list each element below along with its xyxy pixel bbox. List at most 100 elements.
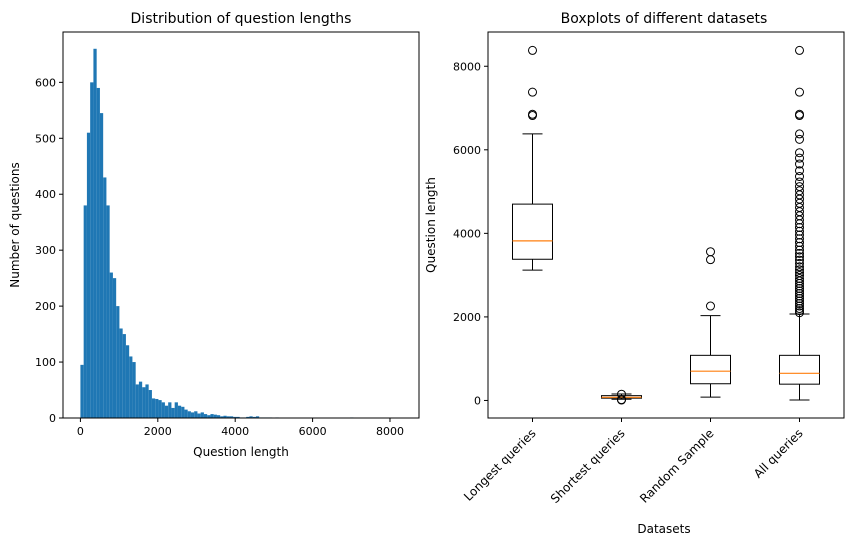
box-iqr: [512, 203, 553, 260]
boxplot-frame: [487, 31, 845, 419]
histogram-bar: [161, 402, 165, 418]
boxplot-x-tick-label: Longest queries: [461, 426, 539, 504]
box-outlier: [795, 265, 804, 275]
histogram-bar: [103, 177, 107, 418]
box-outlier: [795, 148, 804, 158]
histogram-bar: [145, 384, 149, 418]
histogram-bar: [220, 416, 224, 418]
box-outlier: [795, 306, 804, 316]
box-outlier: [795, 129, 804, 139]
histogram-bar: [83, 205, 87, 418]
box-outlier: [795, 271, 804, 281]
box-iqr: [690, 354, 731, 385]
box-outlier: [617, 395, 626, 405]
histogram-x-ticks: 0 2000 4000 6000 8000: [77, 418, 404, 438]
histogram-bar: [125, 345, 130, 418]
histogram-bar: [190, 412, 195, 418]
box-outlier: [795, 273, 804, 283]
histogram-bar: [116, 306, 120, 418]
box-outlier: [528, 87, 537, 97]
histogram-x-tick-label: 6000: [299, 425, 327, 438]
histogram-y-tick-label: 600: [35, 76, 56, 89]
box-outlier: [528, 109, 537, 119]
boxplot-y-tick-label: 6000: [453, 144, 481, 157]
histogram-panel: Distribution of question lengths 0 2000 40…: [8, 11, 420, 459]
box-outlier: [706, 255, 715, 265]
boxplot-x-tick-label: Random Sample: [637, 426, 717, 506]
histogram-y-label: Number of questions: [8, 162, 22, 288]
histogram-bar: [86, 132, 91, 418]
box-outlier: [795, 182, 804, 192]
boxplot-title: Boxplots of different datasets: [561, 11, 768, 27]
histogram-bar: [203, 414, 208, 418]
histogram-bar: [187, 411, 191, 418]
histogram-bar: [174, 402, 178, 418]
histogram-bar: [249, 416, 253, 418]
histogram-bar: [155, 398, 159, 418]
histogram-bar: [207, 415, 211, 418]
histogram-y-ticks: 0 100 200 300 400 500 600: [35, 76, 63, 425]
histogram-bar: [106, 205, 110, 418]
box-outlier: [706, 301, 715, 311]
histogram-bar: [229, 416, 234, 418]
histogram-x-tick-label: 2000: [144, 425, 172, 438]
histogram-bar: [148, 390, 152, 418]
boxplot-y-tick-label: 8000: [453, 60, 481, 73]
box-outlier: [706, 247, 715, 257]
histogram-bar: [210, 414, 214, 418]
histogram-y-tick-label: 400: [35, 188, 56, 201]
boxplot-x-tick-label: All queries: [751, 426, 806, 481]
histogram-bar: [138, 381, 143, 418]
box-outlier: [795, 262, 804, 272]
histogram-bar: [194, 411, 198, 418]
histogram-y-tick-label: 300: [35, 244, 56, 257]
histogram-bar: [177, 405, 182, 418]
box-outlier: [795, 258, 804, 268]
histogram-bar: [213, 414, 217, 418]
histogram-bar: [233, 416, 237, 418]
box-outlier: [795, 268, 804, 278]
box-outlier: [528, 45, 537, 55]
box-outlier: [795, 153, 804, 163]
histogram-bar: [226, 416, 230, 418]
histogram-bar: [223, 415, 227, 418]
histogram-bar: [132, 362, 136, 418]
box-outlier: [617, 389, 626, 399]
box-outlier: [795, 252, 804, 262]
boxplot-y-tick-label: 4000: [453, 227, 481, 240]
box-outlier: [795, 248, 804, 258]
histogram-bar: [93, 48, 97, 419]
histogram-x-tick-label: 8000: [376, 425, 404, 438]
boxplot-x-label: Datasets: [637, 522, 690, 536]
histogram-bar: [158, 400, 162, 418]
box-outlier: [795, 255, 804, 265]
histogram-bar: [168, 402, 172, 418]
boxplot-elements: [512, 45, 820, 405]
histogram-bar: [112, 278, 117, 418]
histogram-bar: [216, 415, 221, 418]
histogram-x-tick-label: 4000: [221, 425, 249, 438]
boxplot-y-tick-label: 2000: [453, 311, 481, 324]
boxplot-panel: Boxplots of different datasets Longest q…: [424, 11, 845, 536]
box-outlier: [795, 186, 804, 196]
boxplot-y-label: Question length: [424, 177, 438, 273]
box-outlier: [795, 308, 804, 318]
box-outlier: [795, 177, 804, 187]
box-outlier: [795, 45, 804, 55]
histogram-bar: [181, 406, 185, 418]
histogram-frame: [62, 31, 420, 419]
histogram-bar: [197, 413, 201, 418]
histogram-bar: [119, 328, 123, 418]
histogram-title: Distribution of question lengths: [131, 11, 352, 27]
histogram-bar: [80, 364, 84, 418]
box-outlier: [795, 134, 804, 144]
histogram-bar: [142, 387, 146, 418]
histogram-bar: [90, 82, 94, 418]
box-outlier: [795, 166, 804, 176]
histogram-bar: [135, 384, 139, 418]
histogram-bar: [151, 398, 156, 418]
boxplot-y-ticks: 0 2000 4000 6000 8000: [453, 60, 488, 407]
histogram-bars: [80, 48, 354, 419]
boxplot-y-tick-label: 0: [474, 394, 481, 407]
histogram-bar: [255, 416, 260, 418]
